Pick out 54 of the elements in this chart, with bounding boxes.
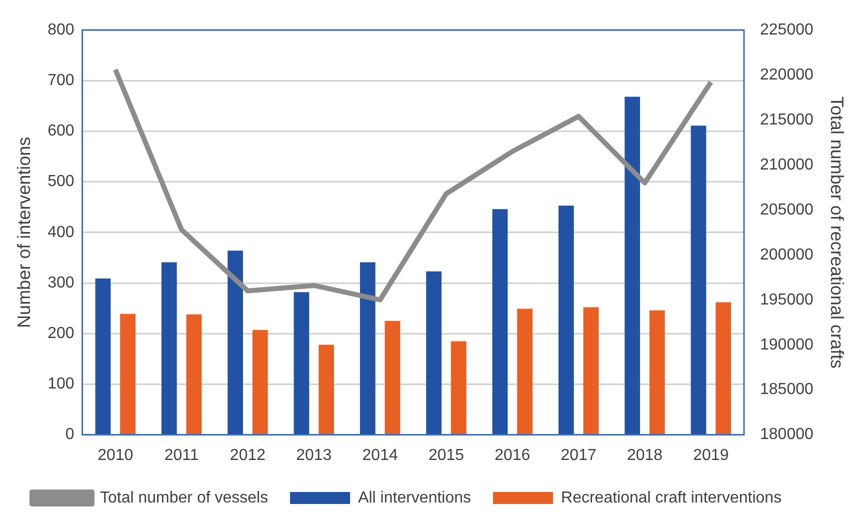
y2-tick-label: 220000 <box>760 66 814 84</box>
bar <box>450 341 466 434</box>
bar <box>624 96 640 434</box>
legend-label: Total number of vessels <box>100 489 268 506</box>
bar <box>492 209 508 434</box>
bar <box>384 320 400 434</box>
bar <box>558 206 574 434</box>
bar <box>360 262 376 434</box>
y-tick-label: 100 <box>48 376 74 393</box>
x-tick-label: 2013 <box>296 446 332 464</box>
bar <box>690 126 706 434</box>
bar <box>426 271 442 434</box>
bar <box>716 302 732 434</box>
y-axis-title: Number of interventions <box>14 136 34 328</box>
y2-tick-label: 210000 <box>760 156 814 174</box>
y2-axis-title: Total number of recreational crafts <box>827 96 848 368</box>
bar <box>294 292 310 434</box>
x-tick-label: 2015 <box>428 446 464 464</box>
bar <box>517 308 533 434</box>
bar <box>318 344 334 434</box>
y-tick-label: 0 <box>65 426 74 444</box>
x-tick-label: 2012 <box>230 446 266 464</box>
bar <box>252 330 268 434</box>
bar <box>228 250 244 434</box>
bar <box>583 307 599 434</box>
bar <box>186 314 202 434</box>
y2-tick-label: 185000 <box>760 381 814 398</box>
y2-tick-label: 225000 <box>760 21 814 38</box>
y-tick-label: 200 <box>48 325 74 342</box>
x-tick-label: 2019 <box>693 446 729 464</box>
y-tick-label: 600 <box>48 122 74 140</box>
y2-tick-label: 205000 <box>760 201 814 218</box>
x-tick-label: 2010 <box>98 446 134 464</box>
y-tick-label: 700 <box>48 72 74 90</box>
bar <box>95 278 111 434</box>
bar <box>161 262 177 434</box>
y2-tick-label: 180000 <box>760 426 814 444</box>
legend-label: All interventions <box>358 489 472 506</box>
x-tick-label: 2011 <box>164 446 199 464</box>
y2-tick-label: 215000 <box>760 111 814 128</box>
x-tick-label: 2018 <box>626 446 663 464</box>
x-tick-label: 2014 <box>362 446 398 464</box>
x-tick-label: 2016 <box>494 446 530 464</box>
legend-label: Recreational craft interventions <box>561 489 782 506</box>
y-tick-label: 500 <box>48 173 74 190</box>
x-tick-label: 2017 <box>560 446 596 464</box>
y2-tick-label: 200000 <box>760 246 814 264</box>
y2-tick-label: 190000 <box>760 336 814 354</box>
bar <box>649 310 665 434</box>
y2-tick-label: 195000 <box>760 291 814 308</box>
y-tick-label: 300 <box>48 274 74 292</box>
bar <box>120 314 136 434</box>
y-tick-label: 800 <box>48 21 74 38</box>
y-tick-label: 400 <box>48 224 74 241</box>
